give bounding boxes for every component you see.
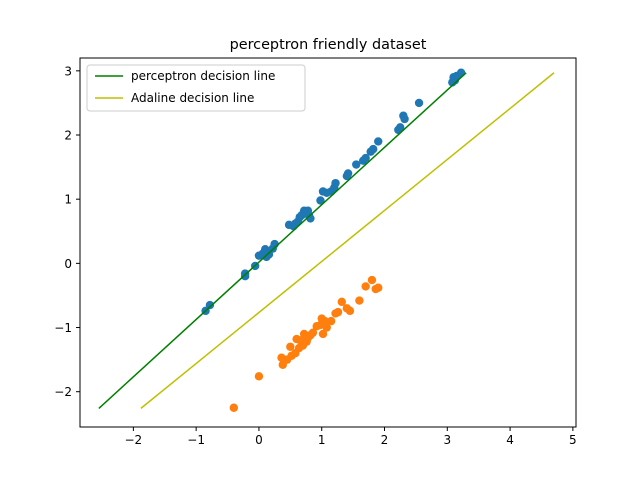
series-1-point xyxy=(286,342,295,351)
series-0-point xyxy=(400,114,409,124)
series-1-point xyxy=(320,316,330,326)
legend-box xyxy=(86,64,306,112)
series-1-point xyxy=(254,372,264,381)
series-0-point xyxy=(331,178,340,188)
plot-frame xyxy=(79,57,577,428)
series-1-point xyxy=(355,296,364,305)
x-axis: −2 −1 0 1 2 3 4 5 xyxy=(125,427,577,447)
legend: perceptron decision line Adaline decisio… xyxy=(86,64,306,112)
x-tick-label: 5 xyxy=(569,433,577,447)
series-0-point xyxy=(343,169,353,178)
y-tick-label: −1 xyxy=(54,321,72,335)
plot-data xyxy=(98,68,555,412)
series-0-point xyxy=(369,144,378,154)
legend-label-adaline: Adaline decision line xyxy=(131,91,254,105)
series-0-point xyxy=(396,123,405,132)
series-1-point xyxy=(345,306,355,316)
series-3-line xyxy=(140,72,555,409)
series-0-point xyxy=(456,68,466,77)
series-1-point xyxy=(326,316,336,326)
legend-label-perceptron: perceptron decision line xyxy=(131,69,275,83)
x-tick-label: 1 xyxy=(318,433,326,447)
y-tick-label: −2 xyxy=(54,385,72,399)
x-tick-label: 2 xyxy=(381,433,389,447)
series-0-point xyxy=(374,137,383,146)
x-tick-label: −2 xyxy=(125,433,143,447)
y-axis: −2 −1 0 1 2 3 xyxy=(54,64,80,399)
series-2-line xyxy=(98,72,467,409)
series-1-point xyxy=(333,307,343,317)
series-0-point xyxy=(361,153,370,163)
series-1-point xyxy=(322,323,331,332)
y-tick-label: 2 xyxy=(64,129,72,143)
series-0-point xyxy=(414,98,424,108)
x-tick-label: −1 xyxy=(187,433,205,447)
series-1-point xyxy=(361,282,370,291)
series-1-point xyxy=(308,328,318,337)
series-0-point xyxy=(316,196,325,205)
series-1-point xyxy=(229,403,239,412)
series-1-point xyxy=(337,297,347,307)
y-tick-label: 1 xyxy=(64,193,72,207)
series-1-point xyxy=(318,329,328,339)
series-1-point xyxy=(367,275,377,285)
series-0-point xyxy=(205,300,215,310)
chart-title: perceptron friendly dataset xyxy=(230,37,427,53)
x-tick-label: 0 xyxy=(255,433,263,447)
y-tick-label: 3 xyxy=(64,64,72,78)
y-tick-label: 0 xyxy=(64,257,72,271)
series-0-point xyxy=(352,160,361,169)
x-tick-label: 4 xyxy=(506,433,514,447)
x-tick-label: 3 xyxy=(443,433,451,447)
series-1-point xyxy=(374,283,383,292)
